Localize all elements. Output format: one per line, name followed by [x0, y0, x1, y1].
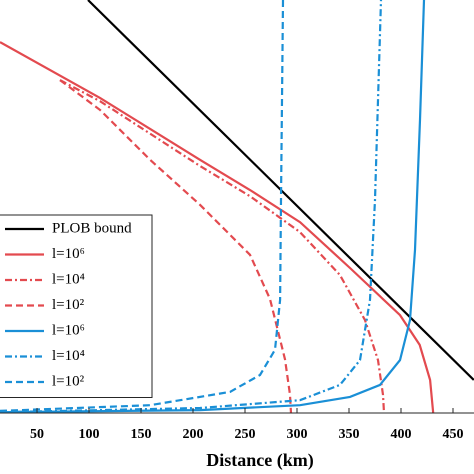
x-tick-label: 450	[442, 427, 463, 442]
x-tick-label: 150	[131, 427, 152, 442]
legend-label: l=10⁴	[52, 348, 85, 364]
legend-label: l=10²	[52, 373, 85, 389]
x-tick-label: 50	[30, 427, 44, 442]
series-line	[59, 79, 293, 414]
x-tick-label: 200	[183, 427, 204, 442]
legend-label: l=10⁶	[52, 322, 85, 338]
x-tick-label: 100	[79, 427, 100, 442]
x-tick-label: 300	[287, 427, 308, 442]
series-line	[0, 41, 435, 414]
x-tick-label: 250	[235, 427, 256, 442]
series-line	[0, 0, 285, 412]
x-axis-label: Distance (km)	[206, 450, 313, 471]
series-line	[0, 0, 383, 414]
x-tick-label: 350	[339, 427, 360, 442]
x-tick-label: 400	[390, 427, 411, 442]
legend-label: l=10²	[52, 297, 85, 313]
legend-box	[0, 214, 153, 398]
series-line	[0, 0, 426, 414]
series-line	[59, 79, 386, 414]
legend-label: l=10⁴	[52, 271, 85, 287]
legend-label: l=10⁶	[52, 246, 85, 262]
legend-label: PLOB bound	[52, 220, 132, 236]
